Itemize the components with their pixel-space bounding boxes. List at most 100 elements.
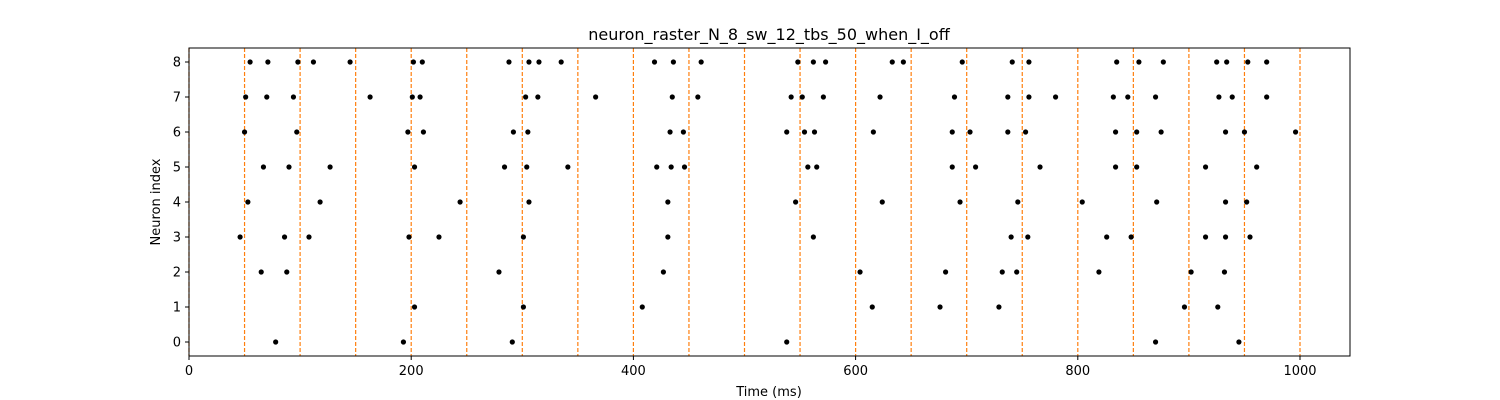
spike-point [526,199,532,205]
spike-point [523,94,529,100]
spike-point [1052,94,1059,100]
spike-point [1222,234,1229,240]
x-tick-label: 800 [1065,364,1090,379]
y-tick-label: 4 [173,196,181,211]
y-tick-label: 2 [173,266,181,281]
spike-point [526,59,532,65]
spike-point [680,129,686,135]
spike-point [1022,129,1029,135]
spike-point [879,199,885,205]
spike-point [1037,164,1043,170]
spike-point [290,94,297,100]
x-tick-label: 0 [185,364,193,379]
spike-point [668,164,674,170]
spike-point [784,129,790,135]
y-axis-ticks: 0 1 2 3 4 5 6 7 8 [173,56,189,351]
spike-point [411,304,418,310]
spike-point [1152,94,1159,100]
spike-point [1292,129,1299,135]
spike-point [654,164,660,170]
y-tick-label: 3 [173,231,181,246]
spike-point [670,59,676,65]
spike-point [889,59,895,65]
spike-point [1152,339,1159,345]
y-tick-label: 5 [173,161,181,176]
spike-point [1125,94,1131,100]
spike-point [1224,59,1230,65]
spike-point [1254,164,1260,170]
spike-point [284,269,290,275]
spike-point [877,94,883,100]
spike-point [409,94,415,100]
spike-point [1216,94,1222,100]
spike-point [695,94,701,100]
spike-point [810,234,816,240]
spike-point [793,199,799,205]
spike-point [524,164,530,170]
spike-point [1222,199,1229,205]
spike-point [1136,59,1142,65]
spike-point [669,94,675,100]
spike-point [1096,269,1102,275]
x-axis-ticks: 0 200 400 600 800 1000 [185,356,1317,379]
spike-point [949,164,955,170]
spike-point [417,94,423,100]
spike-point [347,59,353,65]
spike-point [520,234,527,240]
y-axis-label: Neuron index [149,158,164,245]
spike-point [295,59,301,65]
time-bin-lines [188,48,1301,356]
spike-point [496,269,502,275]
spike-point [942,269,949,275]
spike-point [241,129,248,135]
spike-point [510,129,517,135]
spike-point [937,304,943,310]
spike-point [317,199,323,205]
spike-point [1222,129,1229,135]
spike-point [1009,59,1015,65]
spike-point [1160,59,1166,65]
spike-point [367,94,373,100]
spike-point [1264,94,1270,100]
spike-point [660,269,666,275]
spike-point [1134,164,1140,170]
spike-point [820,94,826,100]
spike-point [1154,199,1160,205]
spike-point [436,234,442,240]
spike-point [959,59,965,65]
spike-point [281,234,288,240]
spike-point [1014,269,1020,275]
spike-point [1244,199,1250,205]
spike-point [411,164,418,170]
spike-point [1114,59,1120,65]
spike-point [1241,129,1248,135]
x-tick-label: 200 [399,364,424,379]
spike-point [788,94,794,100]
spike-point [535,94,541,100]
spike-point [857,269,863,275]
spike-point [1112,129,1119,135]
spike-point [1005,129,1011,135]
spike-markers [237,59,1299,345]
spike-point [1236,339,1242,345]
spike-point [457,199,463,205]
spike-point [811,129,818,135]
spike-point [651,59,658,65]
spike-point [509,339,515,345]
spike-point [870,129,876,135]
spike-point [1079,199,1085,205]
spike-point [810,59,816,65]
y-tick-label: 7 [173,91,181,106]
spike-point [420,129,427,135]
spike-point [1128,234,1134,240]
spike-point [967,129,973,135]
spike-point [520,304,527,310]
spike-point [306,234,312,240]
spike-point [1026,94,1032,100]
spike-point [869,304,875,310]
spike-point [801,129,808,135]
x-axis-label: Time (ms) [735,385,802,400]
spike-point [260,164,267,170]
spike-point [237,234,243,240]
